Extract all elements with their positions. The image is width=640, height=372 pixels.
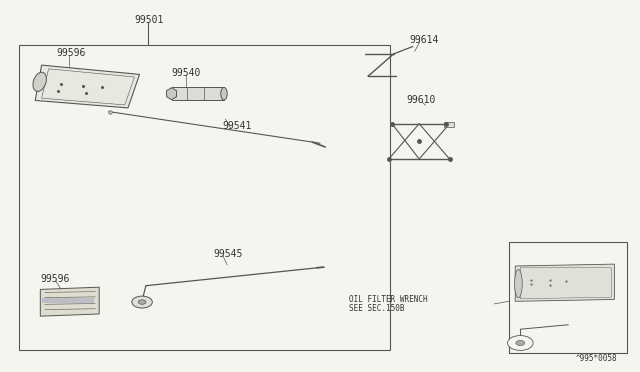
Text: OIL FILTER WRENCH: OIL FILTER WRENCH — [349, 295, 428, 304]
Polygon shape — [515, 264, 614, 301]
Ellipse shape — [221, 87, 227, 100]
Text: 99596: 99596 — [56, 48, 86, 58]
Polygon shape — [35, 65, 140, 108]
Circle shape — [508, 336, 533, 350]
Text: 99596: 99596 — [40, 274, 70, 284]
Ellipse shape — [33, 72, 47, 92]
Text: 99614: 99614 — [410, 35, 439, 45]
Bar — [172, 87, 224, 100]
Ellipse shape — [515, 269, 522, 298]
Text: 99540: 99540 — [172, 68, 201, 78]
Text: SEE SEC.150B: SEE SEC.150B — [349, 304, 404, 313]
Text: 99541: 99541 — [223, 121, 252, 131]
Text: 99545: 99545 — [213, 249, 243, 259]
Bar — [445, 122, 454, 128]
Polygon shape — [166, 88, 177, 100]
Bar — [509, 242, 627, 353]
Circle shape — [138, 300, 146, 304]
Text: 99610: 99610 — [406, 96, 436, 105]
Circle shape — [516, 340, 525, 346]
Circle shape — [132, 296, 152, 308]
Bar — [19, 45, 390, 350]
Bar — [42, 298, 94, 303]
Polygon shape — [40, 287, 99, 316]
Text: ^995*0058: ^995*0058 — [576, 354, 618, 363]
Text: 99501: 99501 — [134, 16, 164, 25]
